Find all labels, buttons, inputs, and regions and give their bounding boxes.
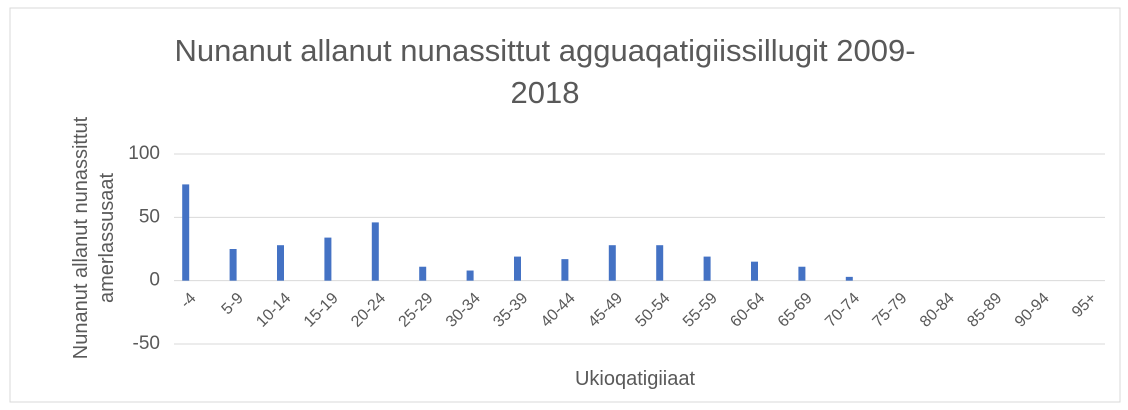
chart-frame <box>9 7 1121 403</box>
x-tick-label: 30-34 <box>443 290 484 331</box>
x-tick-label: 20-24 <box>348 290 389 331</box>
bar <box>845 276 853 281</box>
bar <box>514 256 521 281</box>
x-tick-label: 70-74 <box>822 290 863 331</box>
x-tick-label: 55-59 <box>680 290 721 331</box>
y-axis-label: Nunanut allanut nunassittut amerlassusaa… <box>70 116 118 360</box>
bar <box>324 237 332 281</box>
bar <box>277 245 284 281</box>
bar <box>466 270 474 281</box>
y-tick-label: 0 <box>149 270 160 291</box>
x-tick-label: 80-84 <box>917 290 958 331</box>
x-tick-label: 35-39 <box>490 290 531 331</box>
x-tick-label: 10-14 <box>253 290 294 331</box>
x-tick-label: 25-29 <box>396 290 437 331</box>
x-tick-label: 90-94 <box>1012 290 1053 331</box>
y-tick-label: 50 <box>139 206 160 227</box>
bar <box>371 222 379 281</box>
bar <box>229 249 237 281</box>
x-axis-label: Ukioqatigiiaat <box>574 368 696 390</box>
bar <box>751 261 758 281</box>
bar <box>419 266 427 281</box>
bar <box>703 256 711 281</box>
bar <box>656 245 664 281</box>
x-tick-label: -4 <box>177 290 199 312</box>
x-tick-label: 95+ <box>1069 290 1100 321</box>
bar <box>798 266 806 281</box>
x-tick-label: 75-79 <box>870 290 911 331</box>
x-tick-label: 50-54 <box>633 290 674 331</box>
bar <box>182 184 190 281</box>
y-tick-label: -50 <box>133 333 160 354</box>
x-tick-label: 40-44 <box>538 290 579 331</box>
x-tick-label: 85-89 <box>964 290 1005 331</box>
y-tick-label: 100 <box>128 143 160 164</box>
bar <box>561 259 569 281</box>
x-tick-label: 5-9 <box>219 290 247 318</box>
x-tick-label: 65-69 <box>775 290 816 331</box>
chart-title: Nunanut allanut nunassittut agguaqatigii… <box>174 33 916 110</box>
x-tick-label: 45-49 <box>585 290 626 331</box>
x-tick-label: 15-19 <box>301 290 342 331</box>
x-tick-label: 60-64 <box>727 290 768 331</box>
bar <box>608 245 616 281</box>
